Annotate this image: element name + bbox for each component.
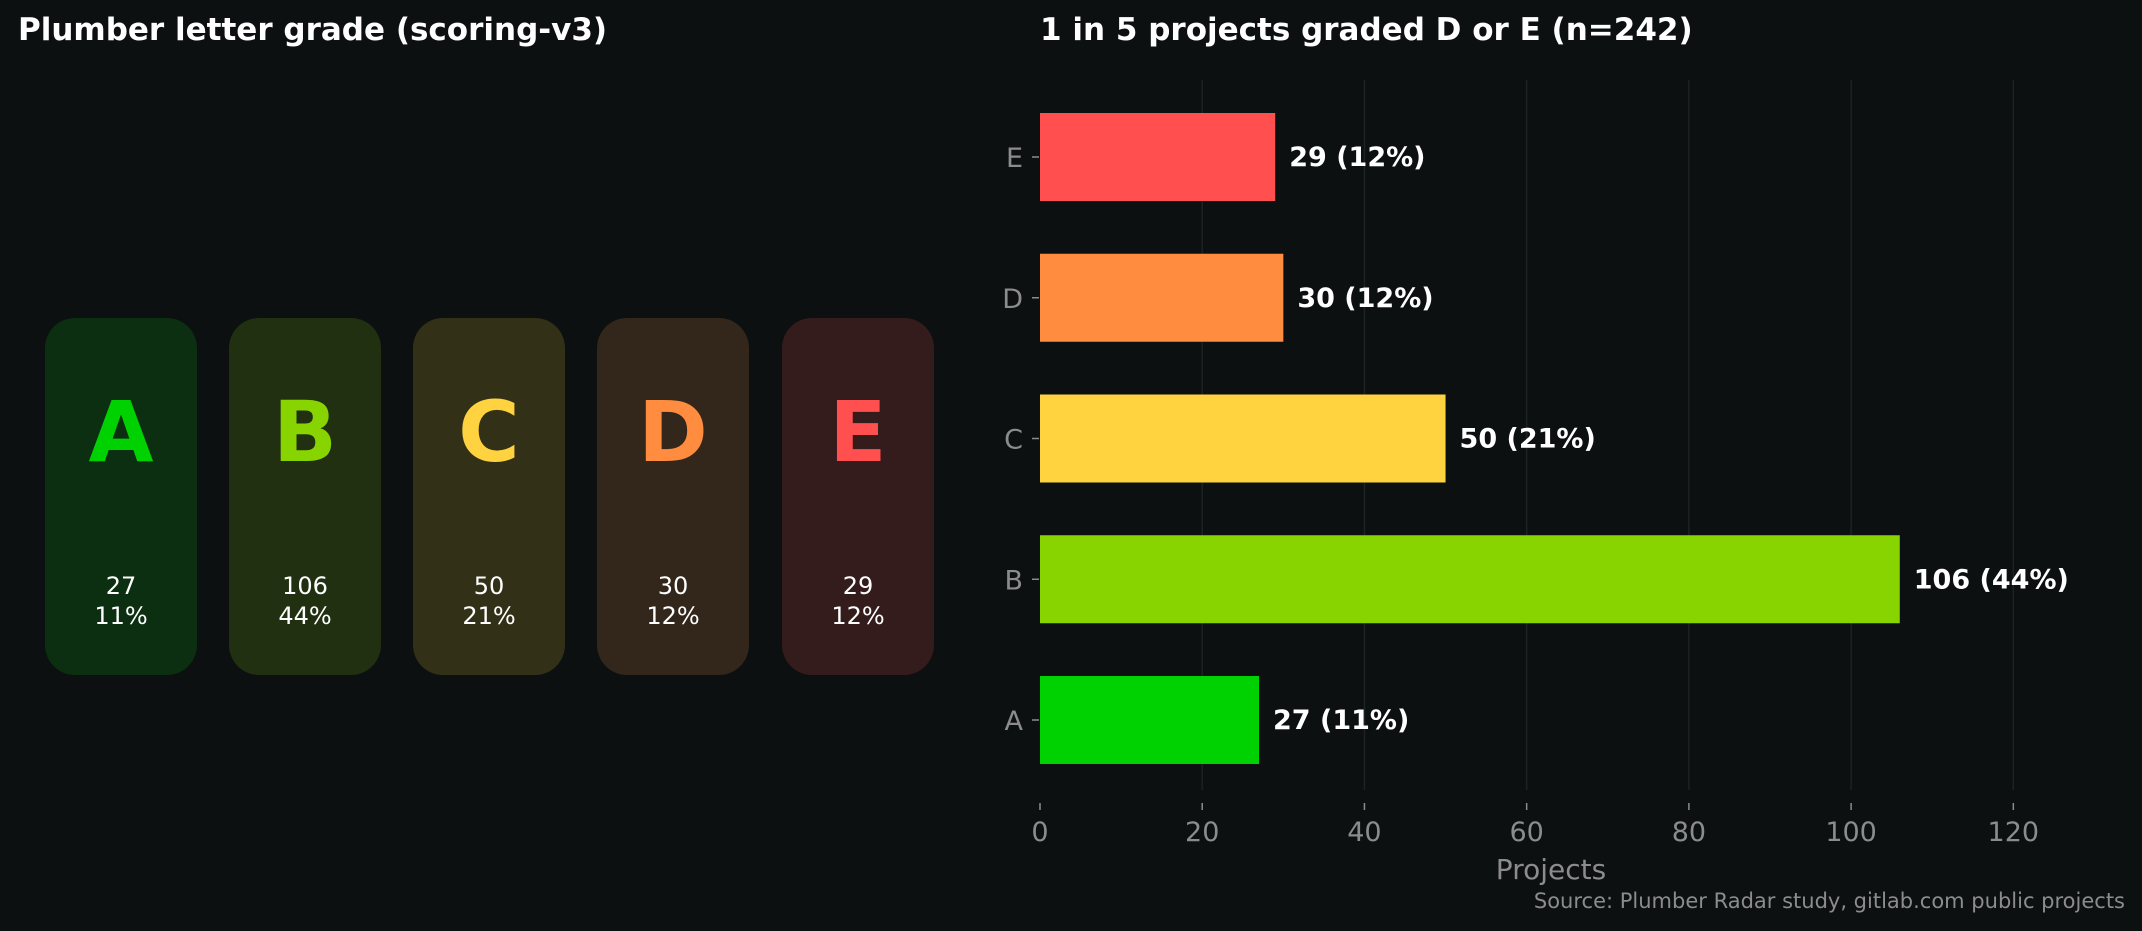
x-tick-label: 80	[1672, 817, 1706, 848]
bar	[1040, 113, 1276, 201]
chart-title: 1 in 5 projects graded D or E (n=242)	[1040, 12, 1693, 48]
grade-card-c	[413, 318, 565, 675]
data-label: 50 (21%)	[1460, 424, 1596, 455]
grade-card-d	[597, 318, 749, 675]
grade-card-e	[782, 318, 934, 675]
x-tick-label: 0	[1031, 817, 1048, 848]
x-tick-label: 60	[1509, 817, 1543, 848]
grade-count: 27	[105, 572, 137, 600]
grade-letter: D	[638, 383, 708, 481]
y-tick-label: D	[1002, 284, 1023, 315]
bar	[1040, 676, 1259, 764]
grade-count: 29	[842, 572, 874, 600]
grade-pct: 21%	[462, 602, 516, 630]
left-panel-title: Plumber letter grade (scoring-v3)	[18, 12, 608, 48]
grade-pct: 44%	[278, 602, 332, 630]
grade-count: 50	[473, 572, 505, 600]
data-label: 29 (12%)	[1289, 142, 1425, 173]
source-note: Source: Plumber Radar study, gitlab.com …	[1533, 889, 2125, 913]
grade-pct: 11%	[94, 602, 148, 630]
bar	[1040, 535, 1900, 624]
grade-count: 106	[282, 572, 328, 600]
y-tick-label: C	[1004, 425, 1023, 456]
x-tick-label: 120	[1988, 817, 2040, 848]
grade-letter: C	[458, 383, 520, 481]
bar	[1040, 394, 1446, 483]
data-label: 30 (12%)	[1297, 283, 1433, 314]
x-tick-label: 100	[1825, 817, 1877, 848]
grade-pct: 12%	[646, 602, 700, 630]
grade-letter: B	[272, 383, 338, 481]
grade-card-b	[229, 318, 381, 675]
x-axis-label: Projects	[1496, 853, 1606, 886]
data-label: 106 (44%)	[1914, 564, 2069, 595]
grade-count: 30	[657, 572, 689, 600]
bar	[1040, 253, 1284, 342]
data-label: 27 (11%)	[1273, 705, 1409, 736]
y-tick-label: A	[1005, 706, 1024, 737]
y-tick-label: E	[1006, 143, 1023, 174]
grade-card-a	[45, 318, 197, 675]
grade-letter: A	[88, 383, 154, 481]
x-tick-label: 40	[1347, 817, 1381, 848]
grade-pct: 12%	[831, 602, 885, 630]
grade-letter: E	[829, 383, 887, 481]
y-tick-label: B	[1004, 565, 1023, 596]
x-tick-label: 20	[1185, 817, 1219, 848]
